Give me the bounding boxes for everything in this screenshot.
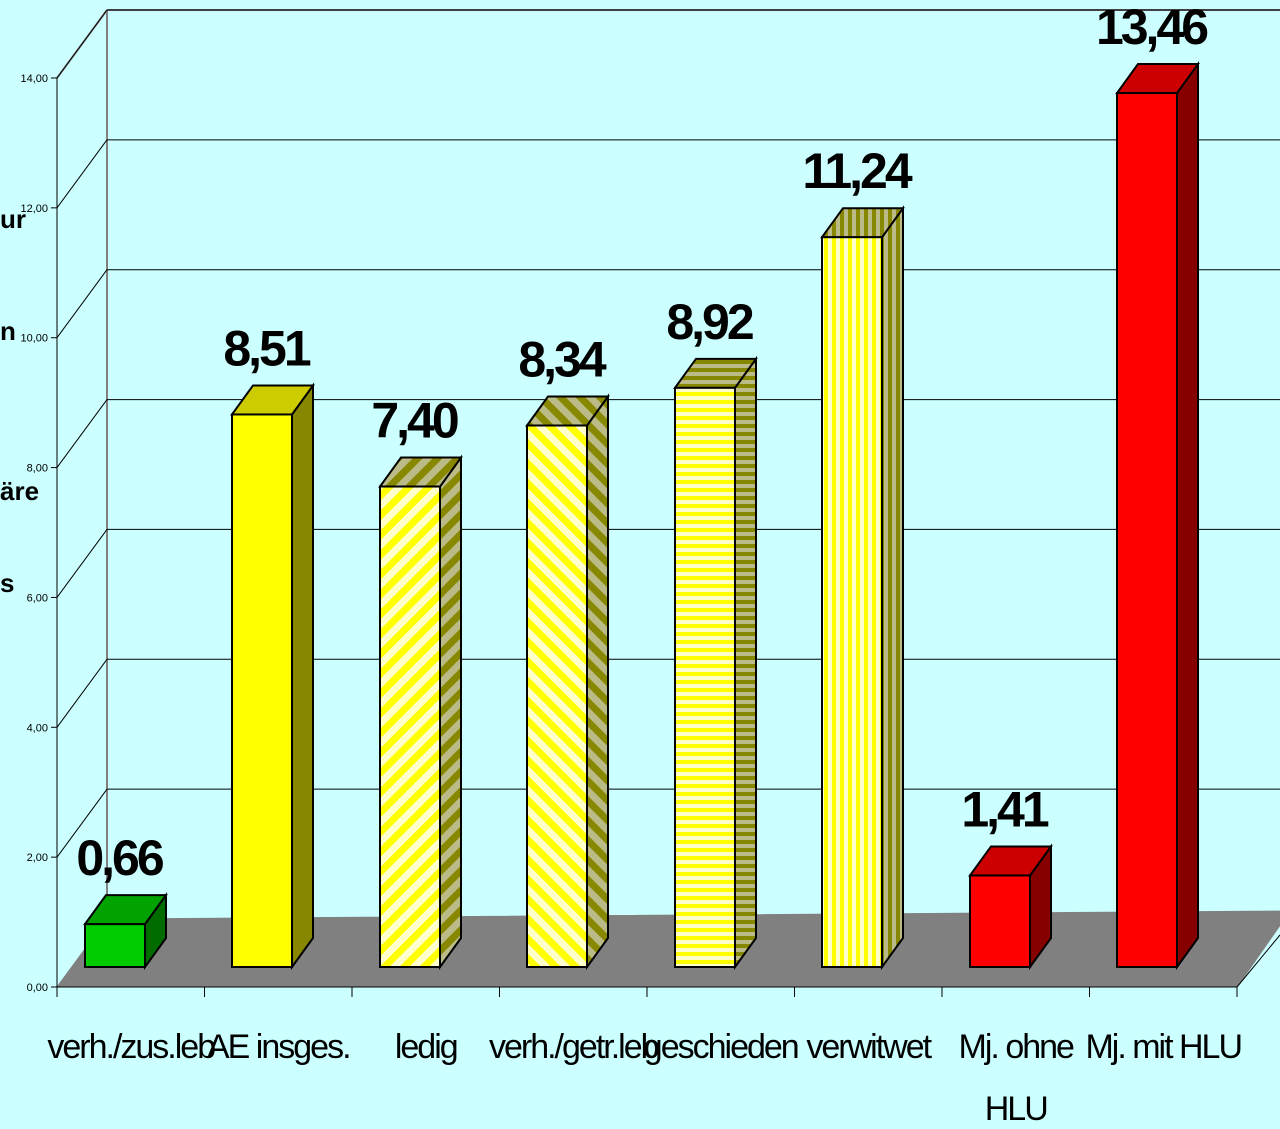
bar-side bbox=[881, 205, 904, 971]
y-tick-label: 10,00 bbox=[20, 333, 48, 345]
bar-front bbox=[379, 485, 441, 968]
bar-front bbox=[1116, 92, 1178, 969]
x-axis-side-line bbox=[1236, 934, 1280, 988]
bars bbox=[83, 60, 1200, 971]
y-tick-label: 2,00 bbox=[27, 852, 48, 864]
gridline-side bbox=[56, 788, 108, 858]
bar bbox=[820, 205, 905, 971]
bar bbox=[83, 892, 168, 971]
y-axis-title-fragment: s bbox=[0, 568, 14, 598]
data-label: 11,24 bbox=[802, 143, 913, 199]
gridline-side bbox=[56, 269, 108, 339]
y-tick-label: 4,00 bbox=[27, 722, 48, 734]
y-tick-label: 6,00 bbox=[27, 592, 48, 604]
data-label: 8,92 bbox=[666, 294, 753, 350]
y-tick-label: 12,00 bbox=[20, 203, 48, 215]
y-axis: 0,00 2,00 4,00 6,00 8,00 10,00 12,00 14,00 bbox=[20, 73, 58, 994]
bar bbox=[673, 355, 758, 971]
bar-side bbox=[1176, 60, 1199, 971]
bar bbox=[968, 843, 1053, 971]
data-labels: 0,66 8,51 7,40 8,34 8,92 11,24 1,41 13,46 bbox=[76, 0, 1210, 886]
bar-front bbox=[969, 874, 1031, 969]
y-axis-title-fragments: ur n äre s bbox=[0, 204, 39, 598]
x-category-label: Mj. ohne HLU bbox=[959, 1028, 1074, 1128]
data-label: 1,41 bbox=[961, 781, 1049, 837]
y-tick-label: 0,00 bbox=[27, 982, 48, 994]
x-category-label: verh./getr.leb bbox=[489, 1028, 659, 1066]
x-category-label: verwitwet bbox=[806, 1028, 932, 1066]
gridline-side bbox=[56, 139, 108, 209]
x-category-label: verh./zus.leb bbox=[47, 1028, 215, 1066]
data-label: 0,66 bbox=[76, 830, 163, 886]
bar bbox=[525, 393, 610, 971]
bar-side bbox=[291, 382, 314, 971]
data-label: 8,51 bbox=[223, 320, 311, 376]
gridline-side bbox=[56, 399, 108, 468]
bar-side bbox=[586, 393, 609, 971]
y-tick-label: 14,00 bbox=[20, 73, 48, 85]
gridline-side bbox=[56, 529, 108, 598]
x-category-label: AE insges. bbox=[207, 1028, 350, 1066]
y-tick-label: 8,00 bbox=[27, 463, 48, 475]
y-axis-title-fragment: ur bbox=[0, 204, 26, 234]
bar bbox=[230, 382, 315, 971]
data-label: 8,34 bbox=[518, 331, 607, 387]
x-category-label: Mj. mit HLU bbox=[1085, 1028, 1241, 1066]
gridline-side bbox=[56, 9, 108, 79]
bar bbox=[1115, 60, 1200, 971]
data-label: 7,40 bbox=[371, 393, 458, 449]
bar-side bbox=[734, 355, 757, 971]
bar-front bbox=[821, 236, 883, 968]
bar-front bbox=[526, 424, 588, 968]
bar-front bbox=[231, 413, 293, 968]
data-label: 13,46 bbox=[1096, 0, 1207, 55]
y-axis-title-fragment: äre bbox=[0, 476, 39, 506]
bar-front bbox=[674, 386, 736, 968]
y-axis-title-fragment: n bbox=[0, 316, 16, 346]
bar-side bbox=[439, 454, 462, 971]
gridline-side bbox=[56, 658, 108, 728]
bar-front bbox=[84, 923, 146, 969]
bar bbox=[378, 454, 463, 971]
x-category-label: geschieden bbox=[644, 1028, 798, 1066]
x-category-label: ledig bbox=[395, 1028, 457, 1066]
